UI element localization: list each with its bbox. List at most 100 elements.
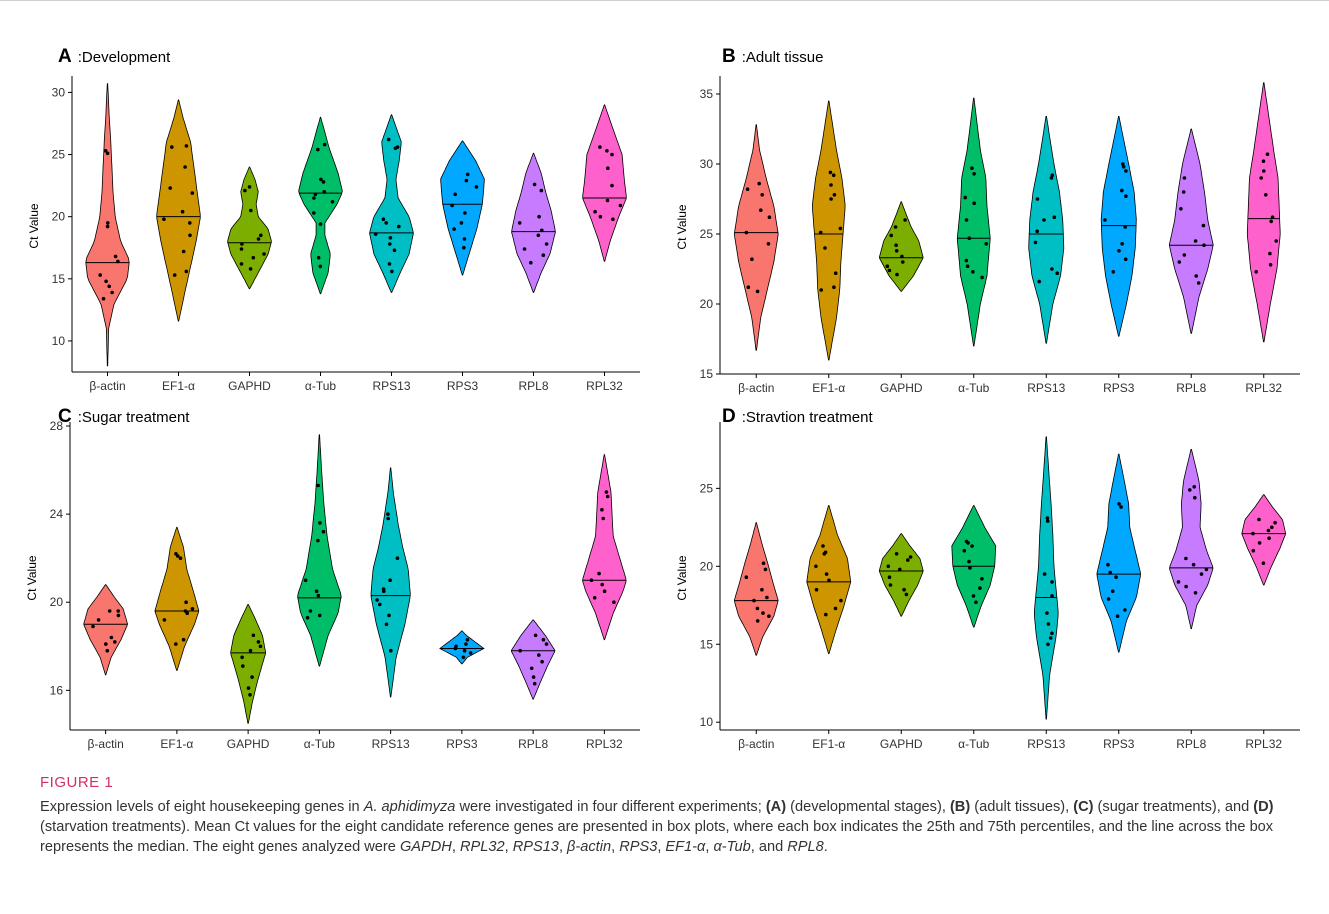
data-point (529, 260, 533, 265)
caption-part: , (451, 839, 460, 855)
violin-RPL8 (511, 152, 556, 293)
data-point (1204, 567, 1209, 572)
x-tick-label: RPL8 (518, 379, 548, 393)
violin-RPS13 (1028, 116, 1065, 344)
data-point (259, 233, 263, 238)
data-point (833, 606, 838, 611)
data-point (765, 595, 769, 600)
data-point (107, 284, 111, 289)
x-tick-label: EF1-α (812, 381, 845, 395)
y-tick-label: 15 (700, 637, 714, 651)
y-tick-label: 25 (700, 481, 714, 495)
x-tick-label: RPL32 (586, 737, 623, 751)
data-point (465, 172, 470, 177)
data-point (183, 609, 188, 613)
panel-subtitle: :Stravtion treatment (742, 409, 874, 426)
data-point (1115, 614, 1120, 618)
data-point (1121, 162, 1125, 166)
data-point (823, 550, 828, 555)
data-point (1050, 267, 1054, 271)
data-point (239, 247, 244, 251)
y-tick-label: 30 (700, 157, 714, 171)
data-point (105, 224, 110, 229)
data-point (1257, 541, 1262, 545)
data-point (829, 197, 833, 201)
data-point (386, 512, 390, 516)
data-point (612, 600, 616, 604)
data-point (162, 217, 166, 221)
data-point (316, 593, 321, 598)
violin-GAPHD (230, 604, 267, 724)
y-tick-label: 20 (52, 210, 66, 224)
data-point (965, 264, 970, 269)
data-point (1042, 218, 1046, 222)
data-point (248, 267, 253, 271)
data-point (1269, 219, 1273, 224)
data-point (384, 221, 389, 225)
data-point (1264, 193, 1268, 197)
data-point (1114, 575, 1118, 579)
y-tick-label: 15 (52, 272, 66, 286)
data-point (386, 137, 391, 142)
data-point (388, 578, 392, 582)
data-point (1202, 243, 1206, 247)
data-point (256, 237, 261, 241)
data-point (824, 572, 829, 576)
y-tick-label: 20 (700, 297, 714, 311)
data-point (450, 203, 454, 208)
data-point (1262, 169, 1266, 173)
data-point (1184, 556, 1188, 561)
data-point (1117, 502, 1121, 506)
violin-RPL32 (582, 454, 627, 641)
data-point (1182, 253, 1187, 257)
data-point (606, 166, 610, 170)
data-point (1050, 631, 1054, 636)
data-point (967, 559, 971, 564)
x-tick-label: GAPHD (227, 737, 270, 751)
data-point (972, 172, 976, 176)
data-point (1199, 572, 1204, 576)
data-point (101, 296, 106, 301)
data-point (1194, 274, 1198, 278)
x-tick-label: RPL32 (586, 379, 623, 393)
caption-species: A. aphidimyza (363, 799, 456, 815)
data-point (462, 237, 467, 241)
x-tick-label: RPL8 (1176, 381, 1206, 395)
data-point (598, 145, 602, 149)
data-point (592, 596, 597, 600)
caption-gene: α-Tub (713, 839, 751, 855)
data-point (755, 619, 760, 623)
data-point (968, 566, 972, 570)
data-point (1045, 516, 1050, 520)
data-point (104, 642, 108, 646)
data-point (321, 529, 326, 534)
data-point (767, 614, 771, 618)
data-point (1035, 197, 1040, 201)
data-point (251, 633, 256, 638)
data-point (105, 151, 110, 156)
data-point (593, 209, 597, 214)
data-point (316, 538, 320, 543)
data-point (162, 618, 167, 622)
data-point (188, 233, 192, 238)
data-point (887, 575, 892, 579)
data-point (1124, 194, 1128, 198)
violin-EF1-α (811, 100, 846, 361)
data-point (181, 637, 186, 642)
data-point (1050, 594, 1054, 598)
data-point (814, 564, 818, 569)
caption-part: were investigated in four different expe… (455, 799, 766, 815)
caption-part: Expression levels of eight housekeeping … (40, 799, 364, 815)
data-point (174, 642, 178, 646)
data-point (251, 255, 256, 260)
data-point (600, 507, 604, 512)
data-point (387, 613, 391, 618)
y-tick-label: 25 (52, 148, 66, 162)
data-point (894, 249, 899, 253)
data-point (980, 275, 984, 280)
data-point (517, 221, 522, 225)
data-point (184, 600, 188, 604)
data-point (1270, 525, 1274, 530)
data-point (540, 659, 544, 664)
data-point (317, 613, 322, 618)
